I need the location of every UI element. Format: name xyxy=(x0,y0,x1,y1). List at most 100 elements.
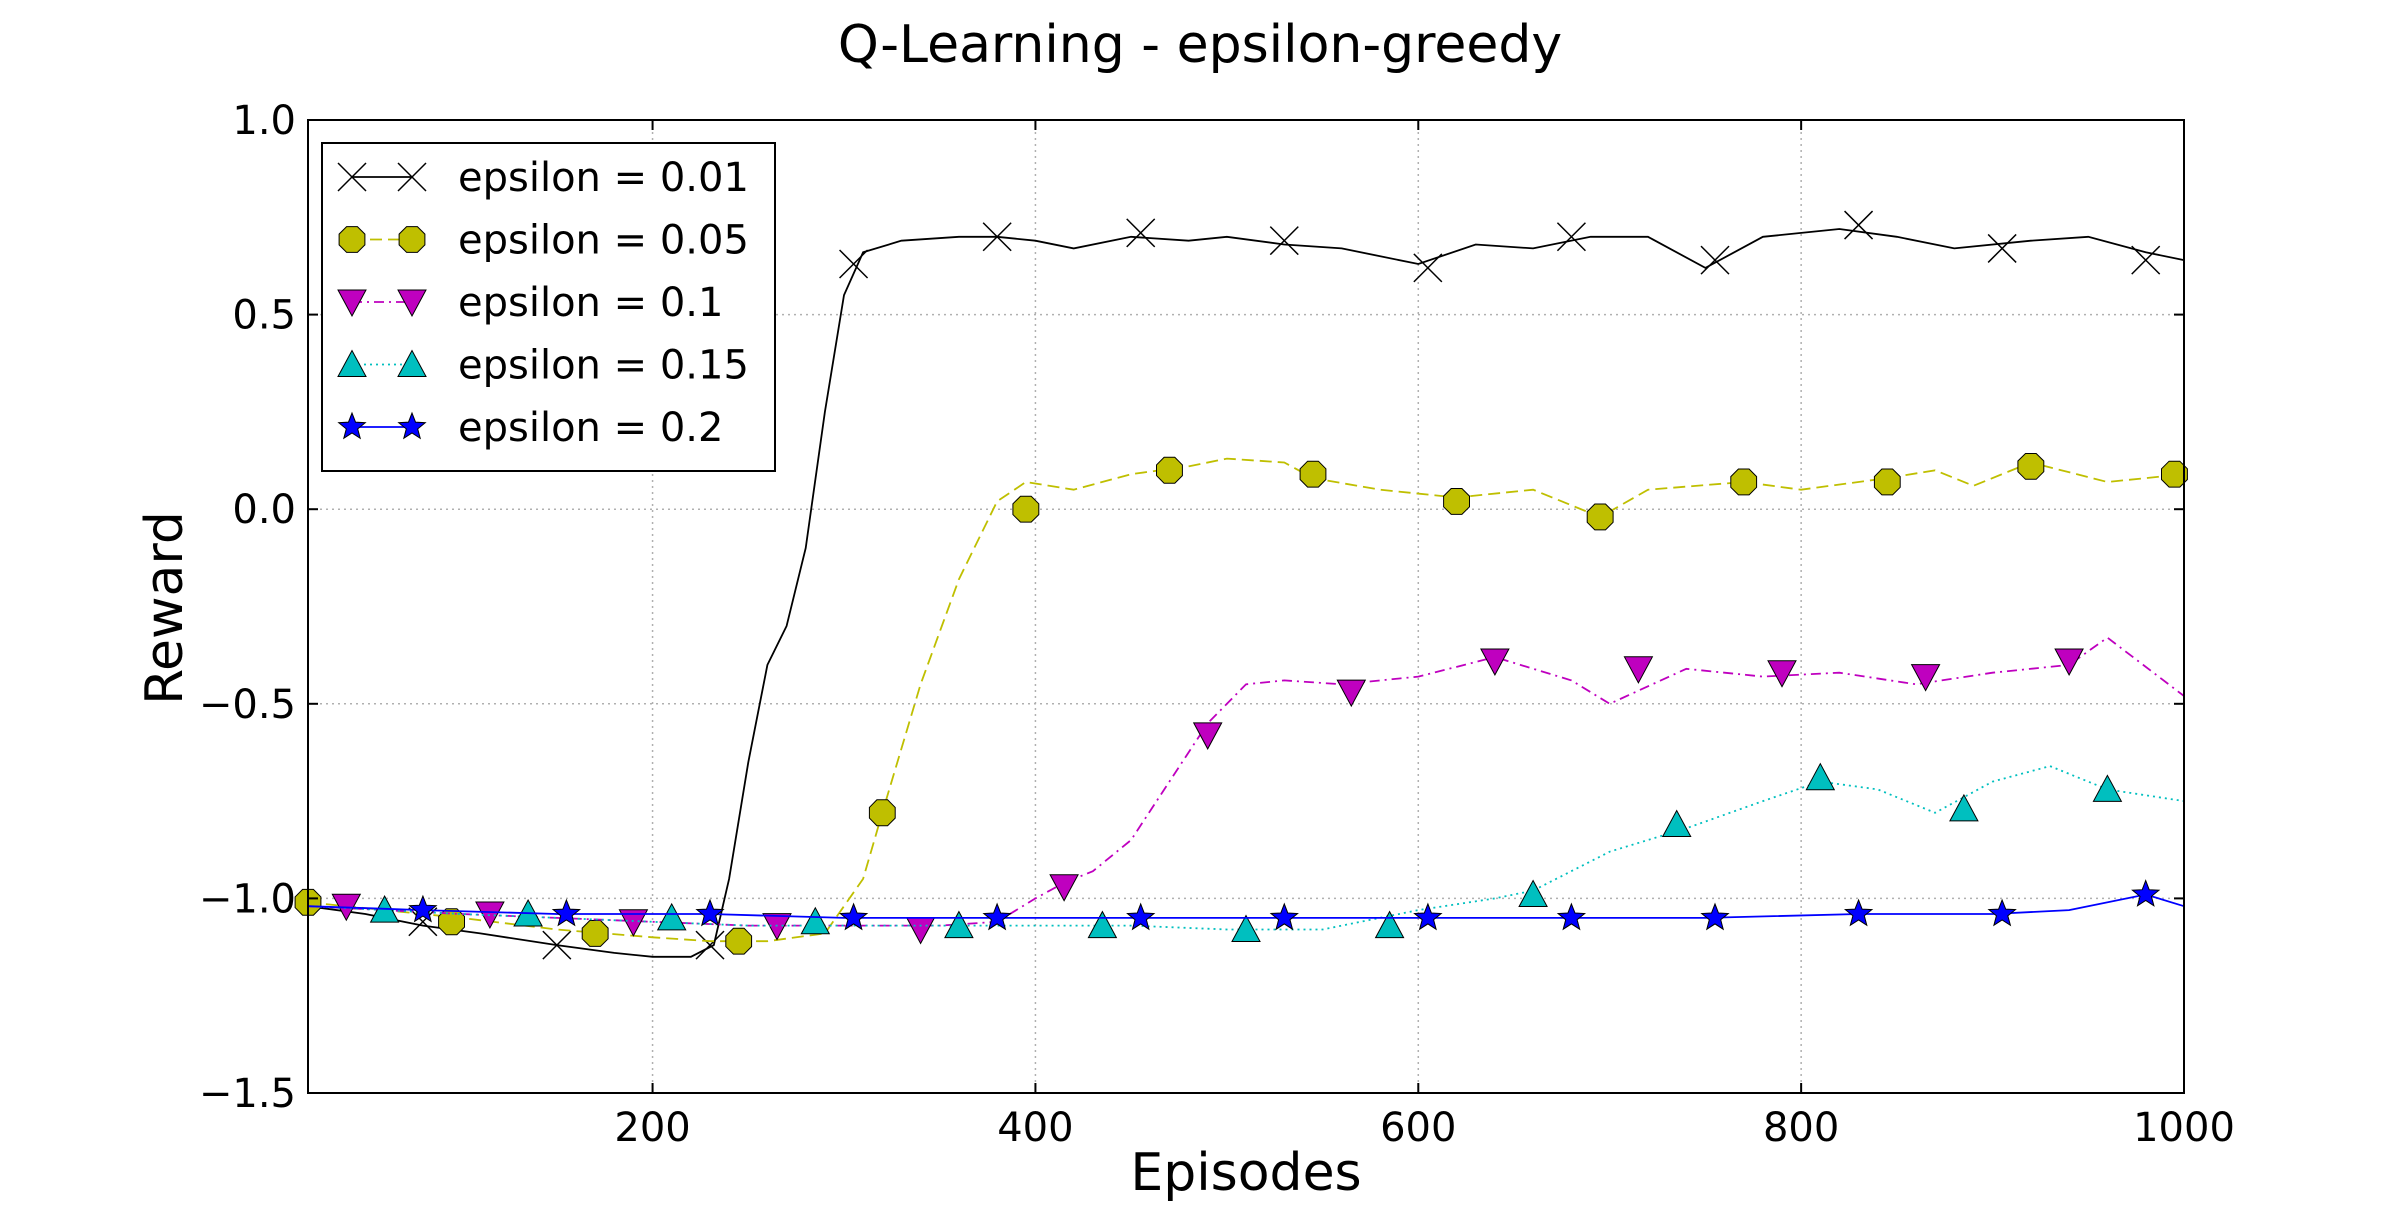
y-tick-label: 1.0 xyxy=(232,98,296,144)
y-tick-label: 0.5 xyxy=(232,293,296,339)
data-point xyxy=(1413,253,1443,283)
legend-entry: epsilon = 0.15 xyxy=(337,343,749,389)
data-point xyxy=(1767,660,1797,688)
data-point xyxy=(1126,902,1156,931)
data-point xyxy=(1949,793,1979,822)
data-point xyxy=(408,894,438,923)
data-point xyxy=(1299,460,1327,488)
data-point xyxy=(1661,809,1692,837)
data-point xyxy=(1269,226,1299,256)
x-axis-label: Episodes xyxy=(1130,1143,1361,1203)
data-point xyxy=(1269,902,1299,931)
data-point xyxy=(1231,914,1261,942)
x-tick-label: 200 xyxy=(614,1105,690,1151)
series-line xyxy=(307,893,2185,919)
data-point xyxy=(1374,910,1405,939)
legend-box xyxy=(321,142,776,472)
data-point xyxy=(551,898,582,927)
data-point xyxy=(1518,879,1548,907)
data-point xyxy=(1873,468,1901,496)
y-tick-label: −1.5 xyxy=(199,1071,296,1117)
y-tick-label: 0.0 xyxy=(232,487,296,533)
data-point xyxy=(725,927,753,955)
data-point xyxy=(1843,898,1874,927)
legend-marker xyxy=(337,289,367,318)
legend-entry: epsilon = 0.01 xyxy=(337,155,749,201)
legend-marker xyxy=(337,411,367,440)
data-point xyxy=(1012,495,1040,523)
data-point xyxy=(2017,453,2045,480)
data-point xyxy=(2131,879,2161,907)
x-tick-label: 400 xyxy=(997,1105,1073,1151)
x-tick-label: 600 xyxy=(1380,1105,1456,1151)
data-point xyxy=(695,930,725,960)
plot-frame xyxy=(307,119,2185,1094)
data-point xyxy=(2092,774,2123,802)
data-point xyxy=(1623,656,1654,684)
data-point xyxy=(1049,874,1079,902)
data-point xyxy=(838,902,869,931)
ticks: 200 400 600 800 1000 −1.5 −1.0 −0.5 0.0 0.5 1.0 xyxy=(199,98,2235,1151)
data-point xyxy=(762,913,792,941)
data-point xyxy=(868,799,896,827)
data-point xyxy=(1700,902,1730,931)
data-point xyxy=(1443,488,1470,515)
legend-marker xyxy=(338,226,366,253)
data-point xyxy=(581,920,609,947)
legend-marker xyxy=(397,289,427,318)
data-point xyxy=(2131,245,2161,275)
legend-label: epsilon = 0.15 xyxy=(458,343,749,389)
data-point xyxy=(1556,902,1587,931)
series-1 xyxy=(294,453,2188,955)
series-line xyxy=(307,636,2185,927)
data-point xyxy=(905,917,936,945)
data-point xyxy=(1844,210,1874,240)
legend-marker xyxy=(337,349,367,377)
data-point xyxy=(656,902,687,931)
data-point xyxy=(839,249,869,279)
legend-entry: epsilon = 0.05 xyxy=(338,218,749,264)
series-0 xyxy=(307,210,2185,960)
data-point xyxy=(1700,245,1730,275)
legend-label: epsilon = 0.01 xyxy=(458,155,749,201)
data-point xyxy=(944,910,974,939)
series-layer xyxy=(294,210,2188,960)
data-point xyxy=(1126,218,1156,248)
series-line xyxy=(307,765,2185,931)
data-point xyxy=(1586,503,1614,531)
series-2 xyxy=(307,636,2185,945)
data-point xyxy=(1987,898,2017,927)
data-point xyxy=(1730,468,1758,496)
data-point xyxy=(982,222,1012,252)
data-point xyxy=(695,898,725,927)
y-tick-label: −0.5 xyxy=(199,682,296,728)
x-tick-label: 1000 xyxy=(2133,1105,2235,1151)
data-point xyxy=(800,906,831,935)
data-point xyxy=(1987,233,2017,263)
legend-entry: epsilon = 0.1 xyxy=(337,280,723,326)
series-line xyxy=(307,228,2185,958)
data-point xyxy=(1413,902,1443,931)
data-point xyxy=(1192,722,1223,750)
data-point xyxy=(1805,762,1836,791)
data-point xyxy=(408,907,438,937)
data-point xyxy=(1087,910,1118,939)
data-point xyxy=(1910,664,1941,692)
chart-title: Q-Learning - epsilon-greedy xyxy=(838,15,1562,75)
series-line xyxy=(307,457,2185,943)
data-point xyxy=(1336,679,1367,708)
legend: epsilon = 0.01 epsilon = 0.05 epsilon = 0.… xyxy=(321,142,776,472)
legend-label: epsilon = 0.1 xyxy=(458,280,723,326)
y-axis-label: Reward xyxy=(135,511,195,705)
legend-label: epsilon = 0.05 xyxy=(458,218,749,264)
x-tick-label: 800 xyxy=(1763,1105,1839,1151)
legend-marker xyxy=(397,349,427,377)
legend-marker xyxy=(398,226,426,253)
data-point xyxy=(1480,648,1510,677)
data-point xyxy=(1156,456,1183,484)
data-point xyxy=(2054,648,2084,677)
data-point xyxy=(542,930,572,960)
legend-entry: epsilon = 0.2 xyxy=(337,405,723,451)
data-point xyxy=(1556,222,1586,252)
